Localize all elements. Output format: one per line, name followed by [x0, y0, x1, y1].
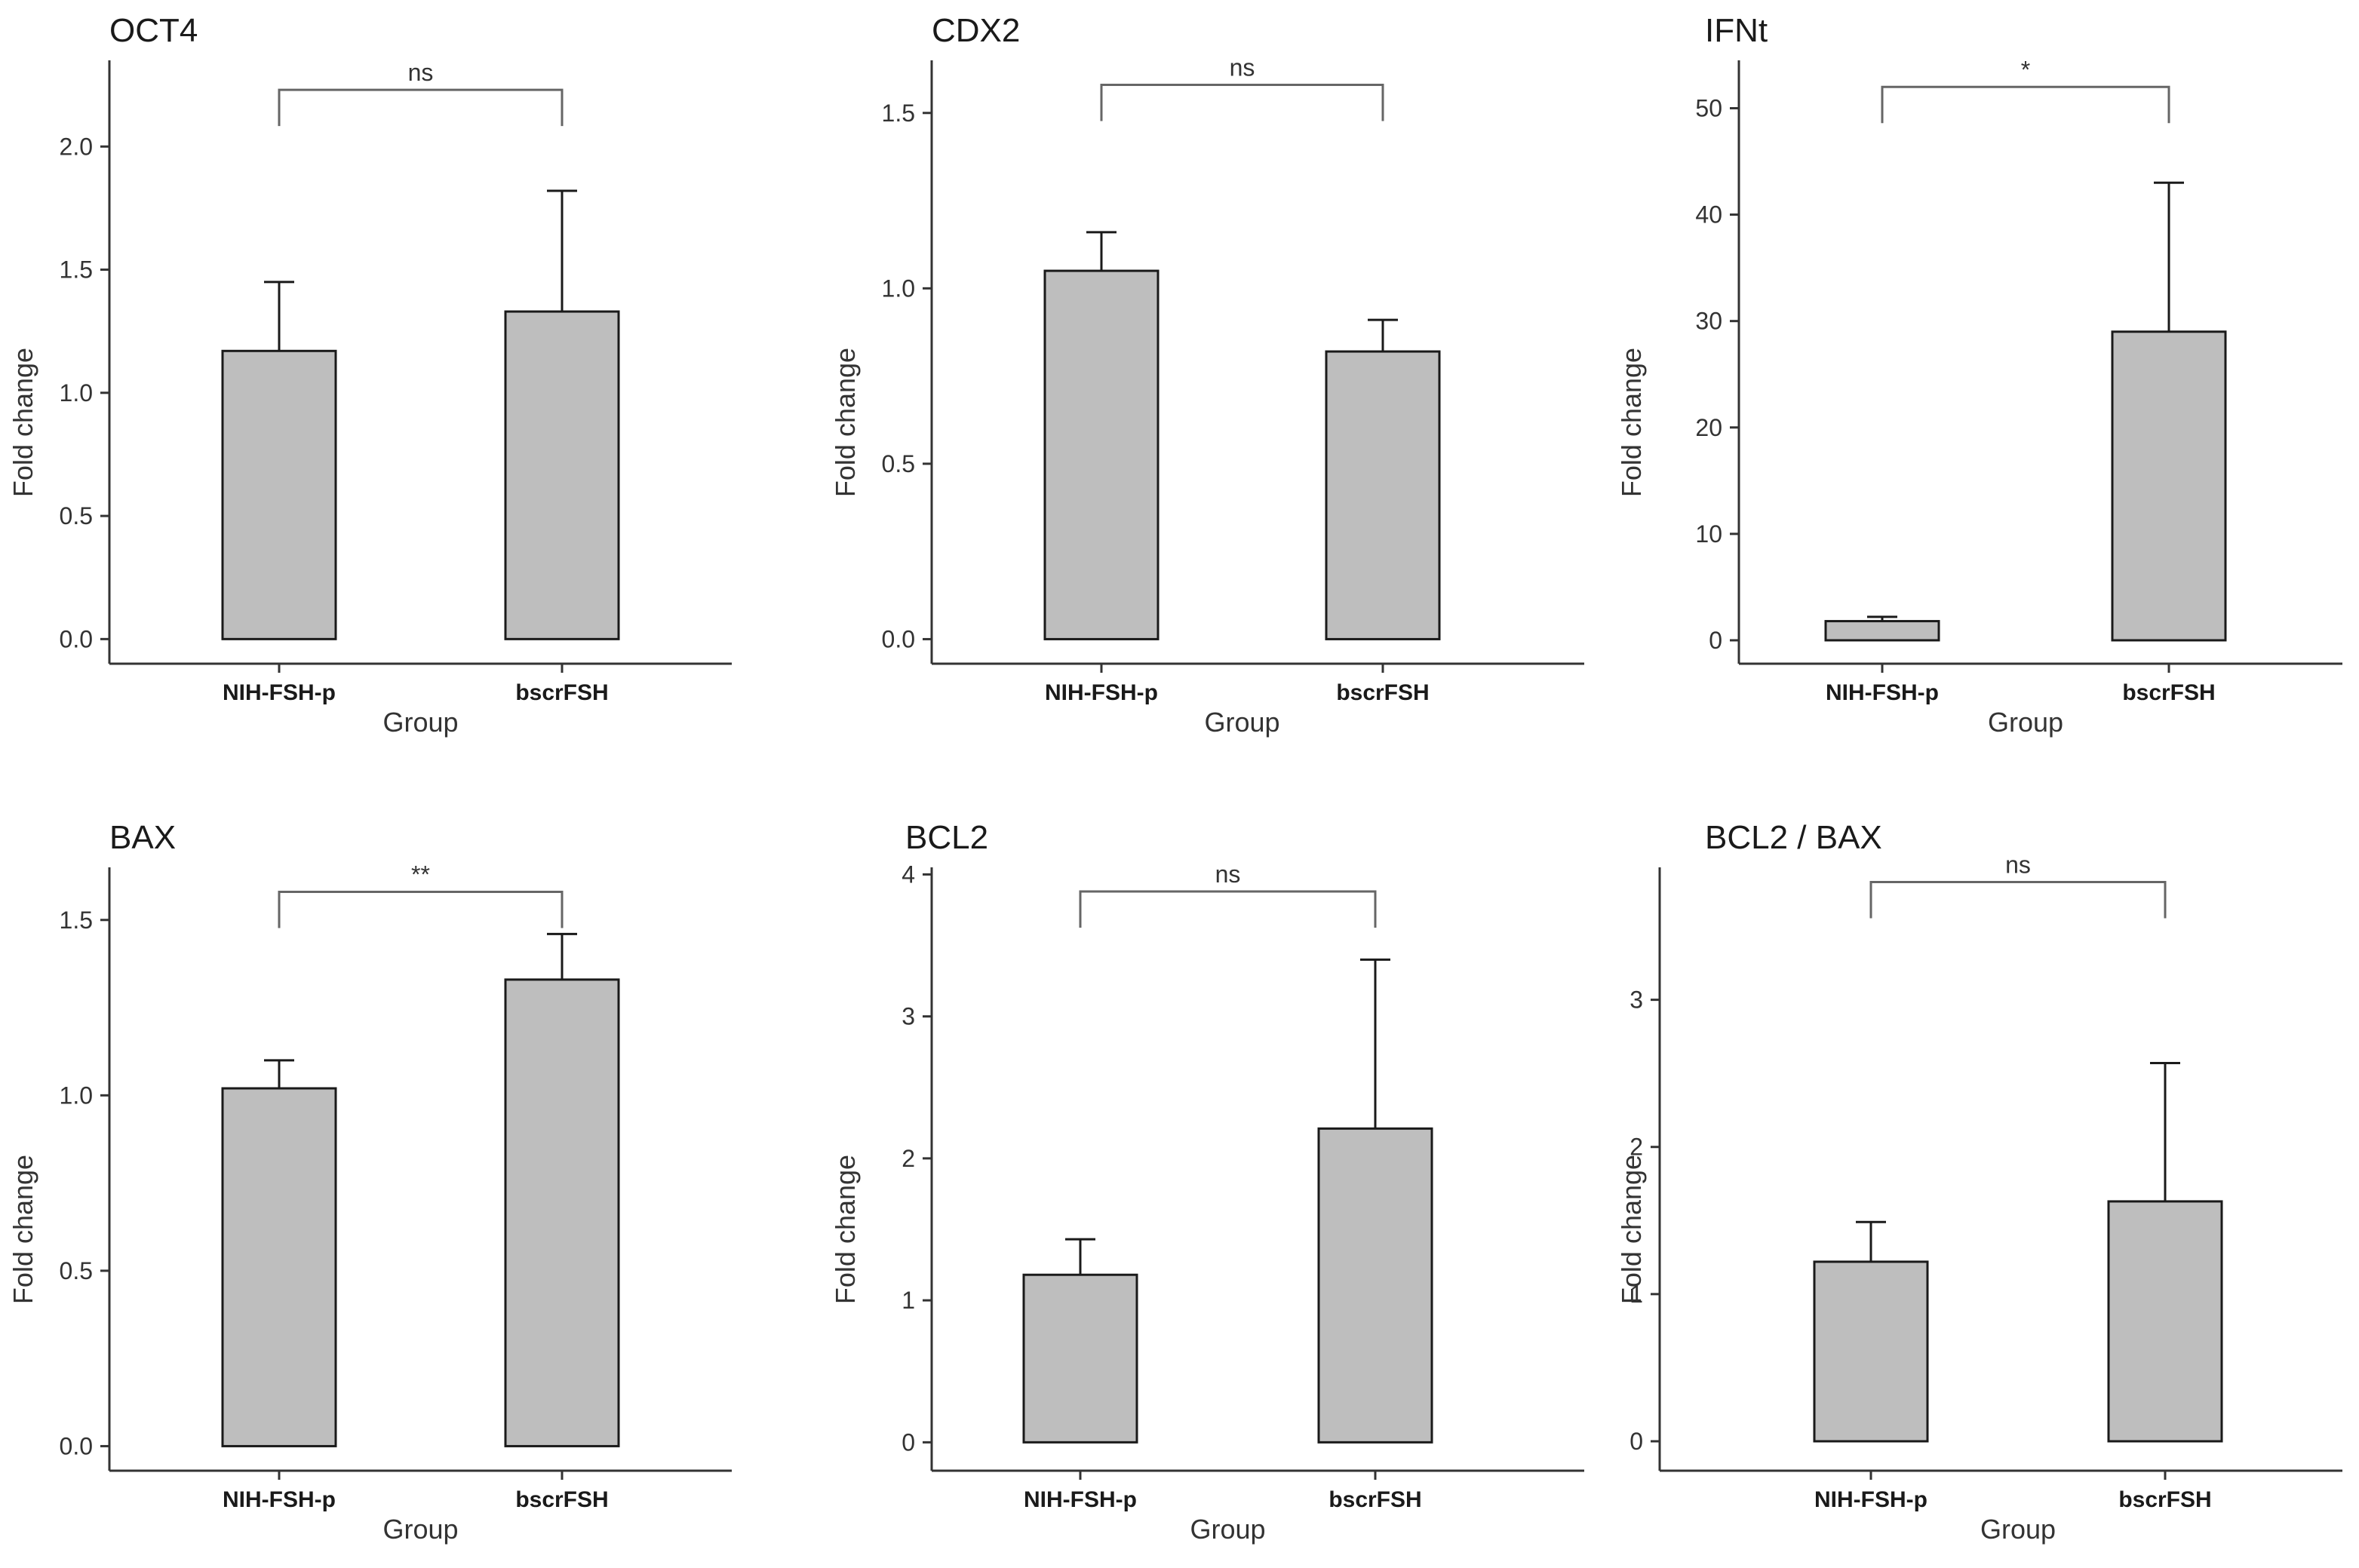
chart-panel-5: BCL2 0 1 2 3 4 NIH-FSH-p bscrFSH ns Group Fold cha… [830, 819, 1584, 1545]
x-tick-label: bscrFSH [1336, 680, 1429, 705]
y-tick-label: 0.0 [882, 625, 915, 652]
x-tick-label: bscrFSH [515, 680, 608, 705]
bar-nih-fsh-p [1022, 1273, 1138, 1444]
y-tick-label: 1.0 [60, 1082, 93, 1109]
bar-nih-fsh-p [1824, 620, 1940, 642]
y-axis-label: Fold change [1616, 1155, 1647, 1304]
chart-panel-3: IFNt 0 10 20 30 40 50 NIH-FSH-p bscrFSH * Group Fol… [1616, 12, 2342, 738]
significance-label: ns [1230, 54, 1255, 81]
x-tick-label: NIH-FSH-p [223, 680, 336, 705]
y-tick-label: 0.5 [60, 1257, 93, 1284]
bar-nih-fsh-p [221, 349, 337, 640]
x-axis-label: Group [1190, 1514, 1265, 1545]
x-tick-label: bscrFSH [1328, 1487, 1421, 1512]
bar-nih-fsh-p [1813, 1260, 1929, 1443]
y-tick-label: 0 [1629, 1428, 1643, 1455]
y-tick-label: 0 [1709, 627, 1722, 654]
x-axis-label: Group [382, 707, 458, 738]
bar-nih-fsh-p [221, 1087, 337, 1447]
chart-title: CDX2 [932, 12, 1020, 49]
significance-label: ns [2005, 852, 2031, 879]
y-tick-label: 1.5 [882, 100, 915, 127]
y-tick-label: 10 [1695, 520, 1722, 548]
y-tick-label: 1 [1629, 1281, 1643, 1308]
bar-bscrfsh [2107, 1200, 2223, 1443]
y-tick-label: 1.0 [60, 379, 93, 407]
x-axis-label: Group [1980, 1514, 2056, 1545]
x-tick-label: bscrFSH [515, 1487, 608, 1512]
significance-bracket [278, 891, 564, 928]
chart-panel-1: OCT4 0.0 0.5 1.0 1.5 2.0 NIH-FSH-p bscrFSH ns Gro… [8, 12, 732, 738]
bar-bscrfsh [1317, 1127, 1433, 1444]
significance-bracket [1881, 85, 2170, 124]
y-axis-label: Fold change [8, 1155, 38, 1304]
chart-title: BAX [109, 819, 176, 856]
y-tick-label: 40 [1695, 201, 1722, 229]
y-tick-label: 3 [1629, 987, 1643, 1014]
y-axis-label: Fold change [830, 348, 861, 497]
significance-bracket [1869, 881, 2167, 919]
x-tick-label: bscrFSH [2122, 680, 2215, 705]
y-axis-label: Fold change [1616, 348, 1647, 497]
bar-bscrfsh [504, 310, 620, 640]
significance-label: * [2021, 56, 2030, 83]
significance-label: ns [408, 59, 434, 86]
x-tick-label: NIH-FSH-p [1045, 680, 1158, 705]
significance-label: ** [411, 861, 430, 888]
chart-panel-4: BAX 0.0 0.5 1.0 1.5 NIH-FSH-p bscrFSH ** Group Fo… [8, 819, 732, 1545]
chart-title: BCL2 [905, 819, 988, 856]
y-tick-label: 0.0 [60, 1432, 93, 1459]
y-tick-label: 50 [1695, 94, 1722, 121]
bar-bscrfsh [2111, 330, 2227, 642]
x-tick-label: NIH-FSH-p [1814, 1487, 1927, 1512]
chart-panel-6: BCL2 / BAX 0 1 2 3 NIH-FSH-p bscrFSH ns Group Fol… [1616, 819, 2342, 1545]
y-tick-label: 20 [1695, 414, 1722, 441]
significance-bracket [278, 88, 564, 127]
x-tick-label: NIH-FSH-p [1024, 1487, 1137, 1512]
x-axis-label: Group [1988, 707, 2063, 738]
significance-bracket [1079, 890, 1377, 928]
bar-nih-fsh-p [1043, 269, 1160, 640]
y-tick-label: 0.5 [60, 502, 93, 529]
y-tick-label: 3 [902, 1003, 915, 1030]
y-axis-label: Fold change [8, 348, 38, 497]
y-tick-label: 30 [1695, 308, 1722, 335]
chart-title: IFNt [1705, 12, 1768, 49]
x-tick-label: bscrFSH [2118, 1487, 2211, 1512]
y-tick-label: 1 [902, 1287, 915, 1314]
y-tick-label: 2 [1629, 1134, 1643, 1161]
significance-label: ns [1215, 861, 1241, 888]
x-axis-label: Group [1204, 707, 1279, 738]
y-tick-label: 1.0 [882, 275, 915, 302]
bar-bscrfsh [1325, 350, 1441, 640]
x-axis-label: Group [382, 1514, 458, 1545]
y-tick-label: 1.5 [60, 256, 93, 284]
y-tick-label: 0.5 [882, 450, 915, 477]
y-tick-label: 1.5 [60, 907, 93, 934]
chart-panel-2: CDX2 0.0 0.5 1.0 1.5 NIH-FSH-p bscrFSH ns Group F… [830, 12, 1584, 738]
x-tick-label: NIH-FSH-p [1826, 680, 1939, 705]
significance-bracket [1100, 84, 1384, 121]
y-axis-label: Fold change [830, 1155, 861, 1304]
bar-bscrfsh [504, 978, 620, 1447]
chart-title: OCT4 [109, 12, 198, 49]
y-tick-label: 0 [902, 1428, 915, 1456]
y-tick-label: 2.0 [60, 133, 93, 160]
x-tick-label: NIH-FSH-p [223, 1487, 336, 1512]
chart-title: BCL2 / BAX [1705, 819, 1882, 856]
y-tick-label: 2 [902, 1145, 915, 1172]
y-tick-label: 0.0 [60, 625, 93, 652]
y-tick-label: 4 [902, 861, 915, 888]
